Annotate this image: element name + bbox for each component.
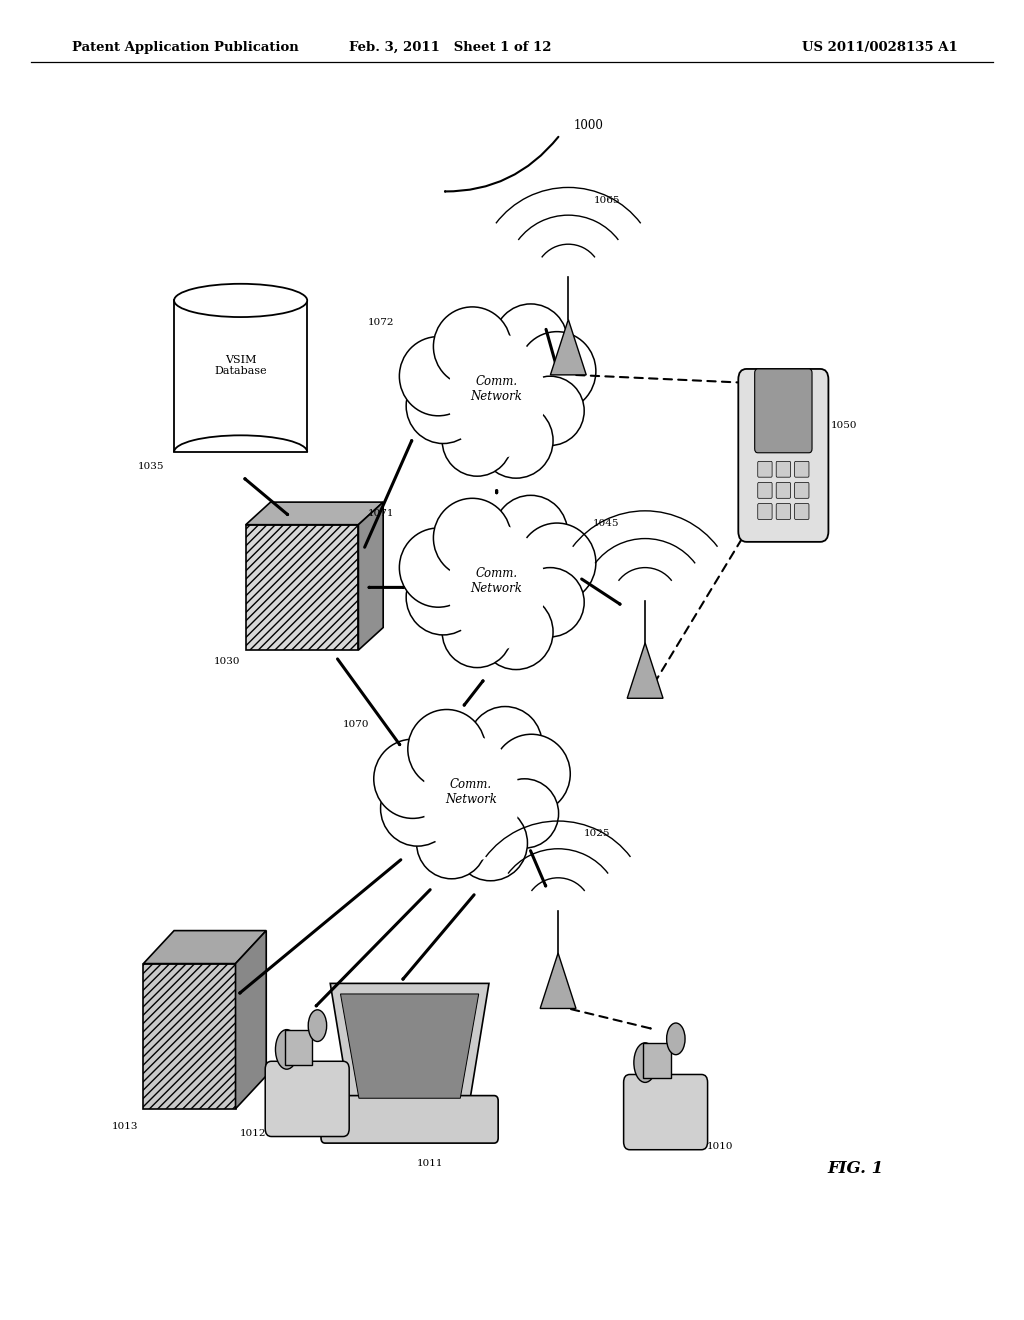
Text: Patent Application Publication: Patent Application Publication xyxy=(72,41,298,54)
Ellipse shape xyxy=(479,403,553,478)
Polygon shape xyxy=(236,931,266,1109)
Text: Comm.
Network: Comm. Network xyxy=(471,566,522,595)
Polygon shape xyxy=(246,524,358,649)
FancyBboxPatch shape xyxy=(758,461,772,477)
Text: 1030: 1030 xyxy=(214,656,240,665)
Ellipse shape xyxy=(407,368,480,444)
Text: 1070: 1070 xyxy=(342,721,369,729)
Polygon shape xyxy=(285,1030,312,1065)
Ellipse shape xyxy=(174,284,307,317)
Polygon shape xyxy=(174,301,307,451)
Text: US 2011/0028135 A1: US 2011/0028135 A1 xyxy=(802,41,957,54)
Ellipse shape xyxy=(374,739,452,818)
Ellipse shape xyxy=(433,308,511,387)
Ellipse shape xyxy=(490,779,559,847)
Polygon shape xyxy=(627,643,664,698)
Circle shape xyxy=(449,334,545,459)
Ellipse shape xyxy=(634,1043,656,1082)
FancyBboxPatch shape xyxy=(795,482,809,498)
Text: 1071: 1071 xyxy=(368,510,394,517)
Text: VSIM
Database: VSIM Database xyxy=(214,355,267,376)
Text: 1012: 1012 xyxy=(240,1129,266,1138)
FancyBboxPatch shape xyxy=(755,368,812,453)
Ellipse shape xyxy=(516,568,584,636)
Circle shape xyxy=(423,737,520,862)
Polygon shape xyxy=(143,964,236,1109)
Ellipse shape xyxy=(442,597,512,668)
FancyBboxPatch shape xyxy=(758,503,772,519)
FancyBboxPatch shape xyxy=(322,1096,499,1143)
Ellipse shape xyxy=(479,594,553,669)
FancyBboxPatch shape xyxy=(776,461,791,477)
Polygon shape xyxy=(330,983,489,1109)
Text: 1045: 1045 xyxy=(593,519,620,528)
Text: Comm.
Network: Comm. Network xyxy=(471,375,522,404)
Text: FIG. 1: FIG. 1 xyxy=(827,1160,883,1176)
Polygon shape xyxy=(541,953,575,1008)
Text: Comm.
Network: Comm. Network xyxy=(445,777,497,807)
Ellipse shape xyxy=(427,725,515,813)
Ellipse shape xyxy=(381,771,455,846)
Ellipse shape xyxy=(494,495,567,570)
Ellipse shape xyxy=(399,528,477,607)
Ellipse shape xyxy=(453,322,541,411)
Polygon shape xyxy=(172,451,309,471)
Polygon shape xyxy=(246,502,383,524)
Ellipse shape xyxy=(275,1030,298,1069)
Ellipse shape xyxy=(308,1010,327,1041)
Ellipse shape xyxy=(493,734,570,813)
FancyBboxPatch shape xyxy=(795,461,809,477)
Text: 1050: 1050 xyxy=(830,421,857,429)
Text: 1065: 1065 xyxy=(594,195,621,205)
FancyBboxPatch shape xyxy=(776,503,791,519)
Ellipse shape xyxy=(417,808,486,879)
Ellipse shape xyxy=(407,560,480,635)
Ellipse shape xyxy=(667,1023,685,1055)
Ellipse shape xyxy=(518,523,596,602)
FancyBboxPatch shape xyxy=(758,482,772,498)
Circle shape xyxy=(418,730,524,867)
Text: 1011: 1011 xyxy=(417,1159,443,1168)
Text: 1010: 1010 xyxy=(707,1142,733,1151)
Text: 1072: 1072 xyxy=(368,318,394,327)
Polygon shape xyxy=(551,319,586,375)
Ellipse shape xyxy=(408,710,485,789)
Ellipse shape xyxy=(174,436,307,469)
FancyBboxPatch shape xyxy=(738,368,828,541)
FancyBboxPatch shape xyxy=(624,1074,708,1150)
Polygon shape xyxy=(643,1043,671,1078)
Circle shape xyxy=(443,519,550,656)
Polygon shape xyxy=(340,994,479,1098)
Ellipse shape xyxy=(468,706,542,781)
FancyBboxPatch shape xyxy=(776,482,791,498)
Text: Feb. 3, 2011   Sheet 1 of 12: Feb. 3, 2011 Sheet 1 of 12 xyxy=(349,41,552,54)
FancyBboxPatch shape xyxy=(795,503,809,519)
Ellipse shape xyxy=(442,405,512,477)
Ellipse shape xyxy=(518,331,596,411)
Text: 1025: 1025 xyxy=(584,829,610,838)
Ellipse shape xyxy=(453,513,541,602)
FancyBboxPatch shape xyxy=(265,1061,349,1137)
Circle shape xyxy=(449,524,545,651)
Text: 1035: 1035 xyxy=(137,462,164,471)
Ellipse shape xyxy=(494,304,567,379)
Polygon shape xyxy=(143,931,266,964)
Text: 1000: 1000 xyxy=(573,119,603,132)
Text: 1013: 1013 xyxy=(112,1122,138,1131)
Ellipse shape xyxy=(454,805,527,880)
Ellipse shape xyxy=(433,498,511,578)
Ellipse shape xyxy=(516,376,584,446)
Polygon shape xyxy=(358,502,383,649)
Circle shape xyxy=(443,327,550,465)
Ellipse shape xyxy=(399,337,477,416)
